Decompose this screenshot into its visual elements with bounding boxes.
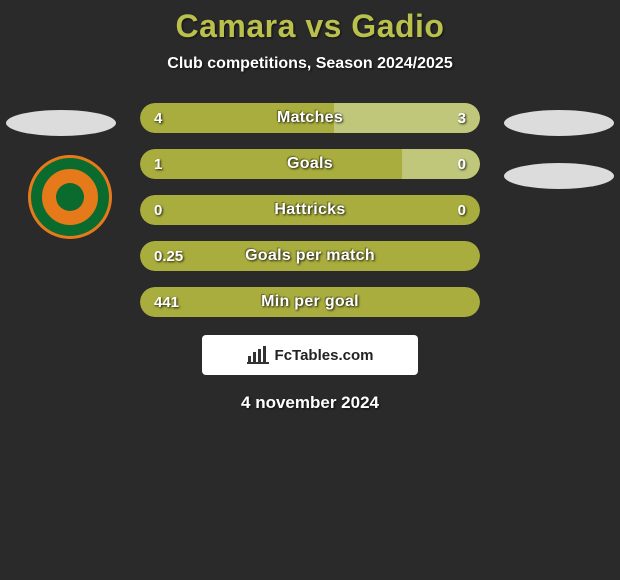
- stat-row: 441Min per goal: [140, 287, 480, 317]
- stat-label: Hattricks: [140, 195, 480, 225]
- player2-placeholder-ellipse-2: [504, 163, 614, 189]
- bar-chart-icon: [247, 346, 269, 364]
- footer-date: 4 november 2024: [0, 393, 620, 413]
- attribution-box: FcTables.com: [202, 335, 418, 375]
- club-badge-center: [56, 183, 84, 211]
- stat-row: 43Matches: [140, 103, 480, 133]
- stat-label: Goals per match: [140, 241, 480, 271]
- attribution-text: FcTables.com: [275, 347, 374, 364]
- club-badge: [28, 155, 112, 239]
- page-title: Camara vs Gadio: [0, 8, 620, 45]
- infographic-root: Camara vs Gadio Club competitions, Seaso…: [0, 0, 620, 413]
- page-subtitle: Club competitions, Season 2024/2025: [0, 55, 620, 73]
- stat-row: 10Goals: [140, 149, 480, 179]
- stat-label: Min per goal: [140, 287, 480, 317]
- chart-area: 43Matches 10Goals 00Hattricks 0.25Goals per…: [0, 103, 620, 317]
- player1-placeholder-ellipse: [6, 110, 116, 136]
- comparison-bars: 43Matches 10Goals 00Hattricks 0.25Goals per…: [140, 103, 480, 317]
- stat-row: 00Hattricks: [140, 195, 480, 225]
- attribution-inner: FcTables.com: [247, 346, 374, 364]
- stat-label: Matches: [140, 103, 480, 133]
- stat-row: 0.25Goals per match: [140, 241, 480, 271]
- player2-placeholder-ellipse-1: [504, 110, 614, 136]
- stat-label: Goals: [140, 149, 480, 179]
